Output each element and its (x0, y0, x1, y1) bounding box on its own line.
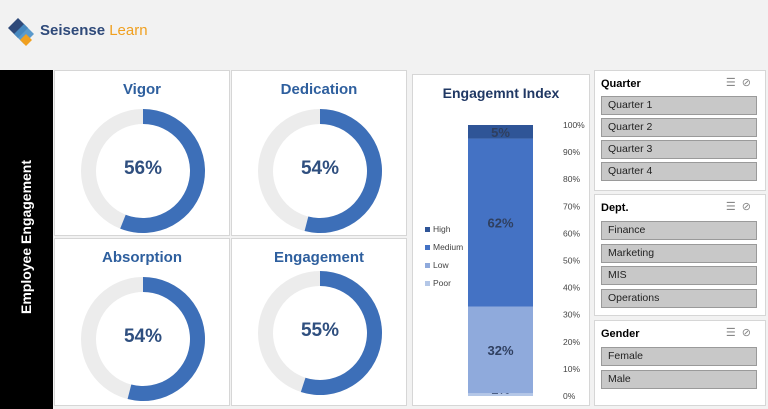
slicer-dept: Dept. ☰⊘ Finance Marketing MIS Operation… (594, 194, 766, 316)
slicer-toolbar: ☰⊘ (726, 326, 757, 339)
kpi-donut-chart (81, 277, 206, 401)
kpi-title: Engagement (273, 249, 364, 266)
clear-filter-icon[interactable]: ⊘ (741, 77, 757, 89)
legend-label: Medium (433, 242, 464, 252)
slicer-item[interactable]: Quarter 3 (601, 140, 757, 159)
legend-label: Low (433, 260, 449, 270)
bar-segment-poor (468, 393, 533, 396)
legend-item-high: High (425, 224, 450, 234)
y-tick-label: 10% (563, 364, 580, 374)
slicer-title: Quarter (601, 78, 641, 90)
kpi-donut-chart (81, 109, 206, 233)
stacked-bar-plot: 1%32%62%5%100%90%80%70%60%50%40%30%20%10… (468, 120, 585, 401)
legend-item-low: Low (425, 260, 449, 270)
y-tick-label: 70% (563, 201, 580, 211)
donut-value-arc (300, 271, 382, 395)
kpi-card-engagement: Engagement 55% (231, 238, 407, 406)
y-tick-label: 30% (563, 310, 580, 320)
legend-swatch (425, 227, 430, 233)
slicer-item[interactable]: Finance (601, 221, 757, 240)
kpi-title: Dedication (280, 81, 358, 98)
legend-item-poor: Poor (425, 278, 451, 288)
data-label-low: 32% (487, 343, 513, 358)
y-tick-label: 100% (563, 120, 585, 130)
brand-name-part1: Seisense (40, 22, 106, 39)
kpi-title: Absorption (102, 249, 182, 266)
slicer-item[interactable]: Marketing (601, 244, 757, 263)
sidebar (0, 70, 53, 409)
legend-label: High (433, 224, 451, 234)
kpi-donut-chart (258, 271, 382, 395)
chart-title: Engagemnt Index (442, 85, 560, 101)
slicer-title: Gender (601, 328, 640, 340)
brand-name: Seisense Learn (40, 22, 148, 39)
kpi-donut-chart (258, 109, 382, 233)
seisense-logo-icon (8, 18, 34, 46)
kpi-title: Vigor (122, 81, 162, 98)
slicer-gender: Gender ☰⊘ Female Male (594, 320, 766, 406)
donut-value-arc (127, 277, 206, 401)
y-tick-label: 90% (563, 147, 580, 157)
multi-select-icon[interactable]: ☰ (725, 201, 742, 213)
legend-swatch (425, 263, 430, 269)
data-label-high: 5% (491, 125, 510, 140)
slicer-quarter: Quarter ☰⊘ Quarter 1 Quarter 2 Quarter 3… (594, 70, 766, 191)
data-label-medium: 62% (487, 216, 513, 231)
kpi-card-dedication: Dedication 54% (231, 70, 407, 236)
kpi-value: 54% (123, 326, 163, 347)
kpi-card-absorption: Absorption 54% (54, 238, 230, 406)
bar-segment-high (468, 125, 533, 139)
y-tick-label: 0% (563, 391, 576, 401)
slicer-item[interactable]: Quarter 4 (601, 162, 757, 181)
slicer-title: Dept. (601, 202, 629, 214)
kpi-card-vigor: Vigor 56% (54, 70, 230, 236)
kpi-value: 56% (123, 158, 163, 179)
slicer-item[interactable]: Operations (601, 289, 757, 308)
donut-value-arc (304, 109, 382, 233)
bar-segment-low (468, 306, 533, 394)
slicer-toolbar: ☰⊘ (726, 76, 757, 89)
legend-item-medium: Medium (425, 242, 463, 252)
slicer-item[interactable]: Female (601, 347, 757, 366)
y-tick-label: 50% (563, 256, 580, 266)
clear-filter-icon[interactable]: ⊘ (741, 201, 757, 213)
sidebar-title: Employee Engagement (18, 159, 34, 315)
slicer-item[interactable]: Male (601, 370, 757, 389)
donut-value-arc (120, 109, 206, 233)
legend-swatch (425, 281, 430, 287)
y-tick-label: 20% (563, 337, 580, 347)
y-tick-label: 80% (563, 174, 580, 184)
slicer-item[interactable]: Quarter 2 (601, 118, 757, 137)
slicer-toolbar: ☰⊘ (726, 200, 757, 213)
kpi-value: 54% (300, 158, 340, 179)
legend-label: Poor (433, 278, 451, 288)
bar-segment-medium (468, 138, 533, 307)
y-tick-label: 60% (563, 228, 580, 238)
multi-select-icon[interactable]: ☰ (725, 327, 742, 339)
app-header: Seisense Learn (0, 0, 768, 68)
multi-select-icon[interactable]: ☰ (725, 77, 742, 89)
y-tick-label: 40% (563, 283, 580, 293)
engagement-index-chart: Engagemnt Index High Medium Low Poor 1%3… (412, 74, 590, 406)
slicer-item[interactable]: MIS (601, 266, 757, 285)
slicer-item[interactable]: Quarter 1 (601, 96, 757, 115)
legend-swatch (425, 245, 430, 251)
clear-filter-icon[interactable]: ⊘ (741, 327, 757, 339)
kpi-value: 55% (300, 320, 340, 341)
brand-name-part2: Learn (109, 22, 148, 39)
